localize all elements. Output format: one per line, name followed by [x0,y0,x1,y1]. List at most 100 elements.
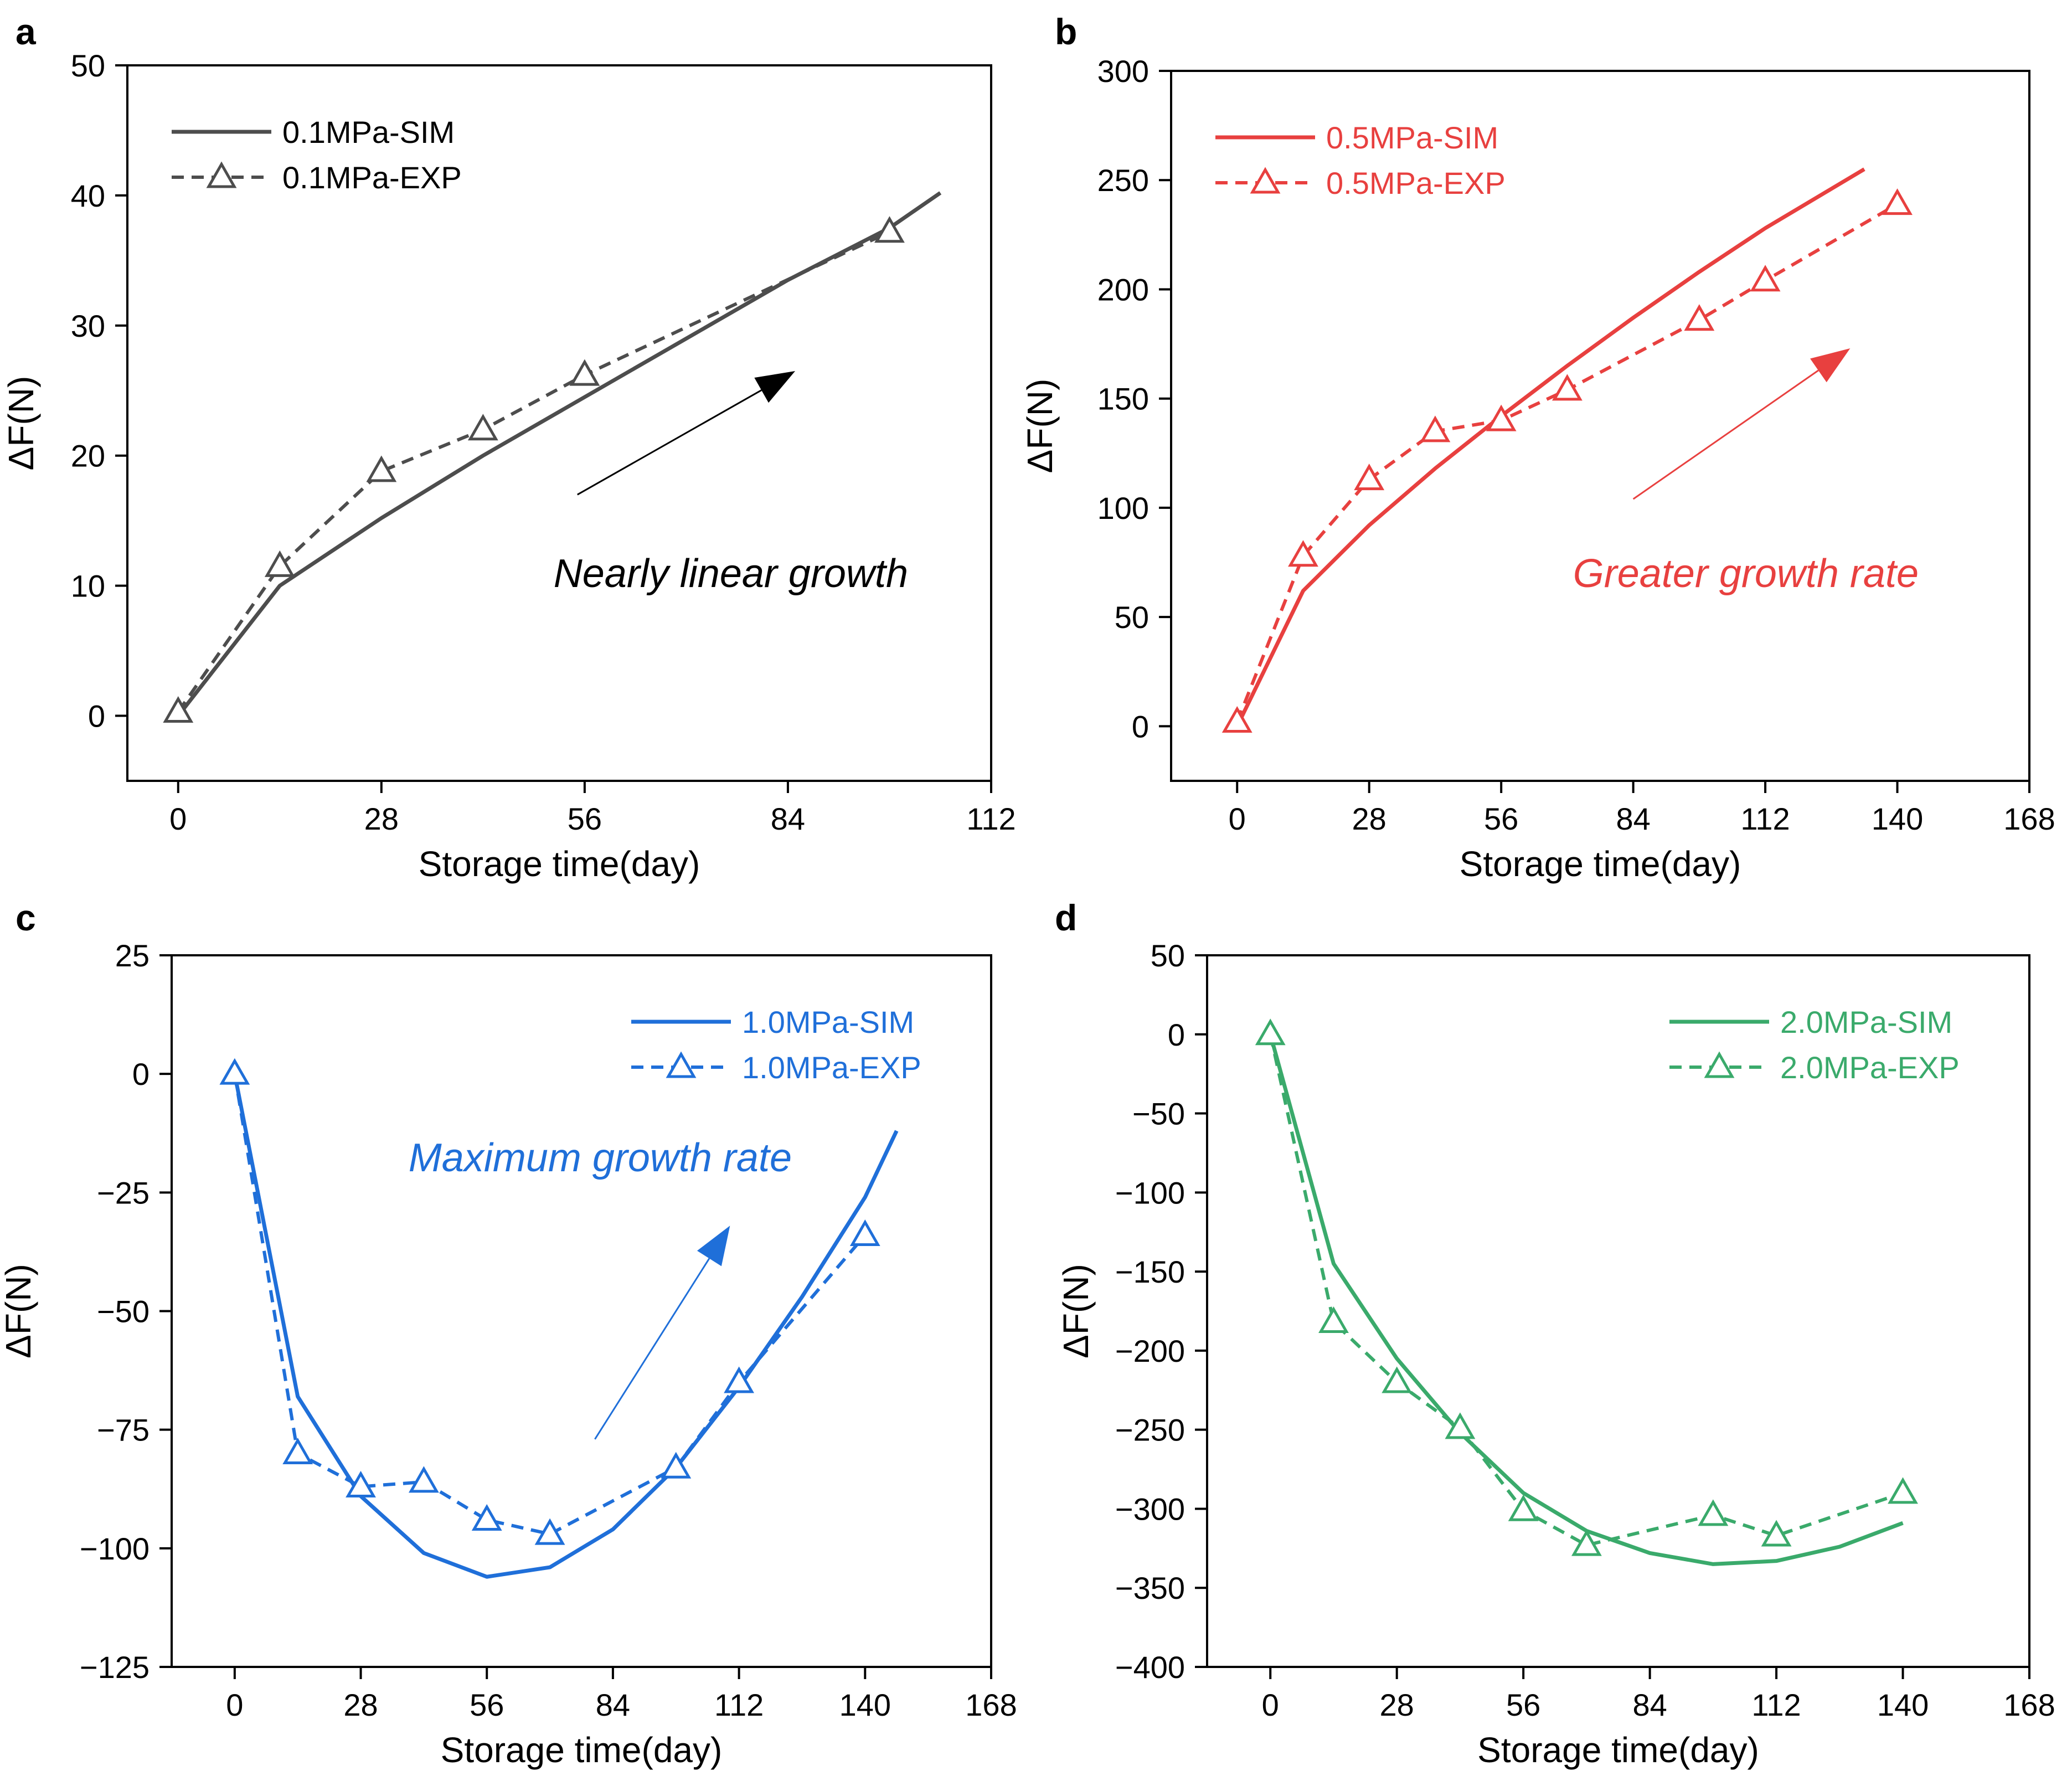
legend-label: 0.5MPa-SIM [1326,120,1498,155]
y-tick-label: 0 [1132,709,1149,744]
data-point-marker [1571,1529,1602,1556]
y-tick-label: −350 [1115,1571,1185,1605]
legend-label: 0.5MPa-EXP [1326,166,1506,200]
series-line-2.0MPa-EXP [1269,1034,1904,1547]
x-tick-label: 0 [169,801,187,836]
data-point-marker [163,696,194,723]
legend-label: 1.0MPa-EXP [742,1050,921,1085]
x-tick-label: 112 [1751,1687,1801,1722]
data-point-marker [264,550,295,577]
legend-label: 1.0MPa-SIM [742,1005,914,1039]
panel-letter: a [16,11,37,52]
plot-frame [1170,70,2030,782]
legend-marker [1704,1051,1735,1078]
data-point-marker [1318,1306,1349,1333]
panel-letter: d [1055,897,1077,938]
x-tick-label: 84 [771,801,805,836]
annotation-text: Nearly linear growth [554,552,908,596]
x-axis-title: Storage time(day) [419,844,700,884]
data-point-marker [346,1470,376,1497]
y-tick-label: 30 [71,308,105,343]
y-tick-label: 100 [1097,491,1149,526]
legend-marker [206,161,237,188]
x-tick-label: 56 [1506,1687,1540,1722]
x-tick-label: 28 [343,1687,378,1722]
y-tick-label: 50 [71,48,105,83]
trend-arrow-head [1810,348,1851,383]
data-point-marker [1684,304,1715,331]
trend-arrow [1632,369,1819,500]
y-tick-label: 0 [1168,1017,1185,1052]
panel-c: c 0 28 56 84 112 140 168 25 0 −25 −50 −75 −100 −125 Sto… [0,897,1017,1770]
panel-a: a 0 28 56 84 112 0 10 20 30 40 50 Storage time(day) Δ… [1,11,1016,884]
x-tick-label: 28 [364,801,399,836]
data-point-marker [1761,1520,1792,1547]
legend-marker [1250,167,1281,194]
y-tick-label: 150 [1097,382,1149,416]
y-tick-label: −400 [1115,1650,1185,1685]
y-tick-label: −250 [1115,1413,1185,1448]
y-tick-label: 250 [1097,163,1149,198]
y-tick-label: −25 [97,1175,150,1210]
data-point-marker [219,1058,250,1085]
data-point-marker [1420,415,1451,442]
data-point-marker [1486,404,1517,431]
legend-label: 2.0MPa-EXP [1780,1050,1960,1085]
trend-arrow [577,389,762,496]
y-tick-label: 200 [1097,272,1149,307]
data-point-marker [471,1504,502,1531]
x-tick-label: 168 [965,1687,1017,1722]
data-point-marker [569,359,600,386]
y-tick-label: −150 [1115,1254,1185,1289]
y-tick-label: −100 [1115,1175,1185,1210]
panel-b: b 0 28 56 84 112 140 168 0 50 100 150 200 250 300 Stora… [1020,11,2055,884]
legend-label: 0.1MPa-EXP [282,160,462,195]
y-axis-title: ΔF(N) [0,1264,38,1358]
data-point-marker [1882,188,1913,215]
x-tick-label: 28 [1352,801,1387,836]
series-line-0.1MPa-EXP [177,230,890,713]
data-point-marker [467,414,498,441]
legend-marker [666,1051,697,1078]
plot-frame [126,64,992,782]
x-tick-label: 56 [568,801,602,836]
panel-d: d 0 28 56 84 112 140 168 50 0 −50 −100 −150 −200 −250 −… [1055,897,2055,1770]
x-axis-title: Storage time(day) [441,1730,723,1770]
panel-letter: b [1055,11,1077,52]
y-axis-title: ΔF(N) [1,376,41,471]
y-tick-label: 25 [115,938,150,973]
x-tick-label: 84 [596,1687,630,1722]
y-tick-label: −300 [1115,1491,1185,1526]
data-point-marker [1221,706,1253,733]
y-tick-label: −75 [97,1413,150,1448]
data-point-marker [661,1451,692,1479]
y-tick-label: −125 [80,1650,150,1685]
x-tick-label: 112 [966,801,1016,836]
x-tick-label: 84 [1632,1687,1667,1722]
x-tick-label: 140 [1872,801,1923,836]
plot-frame [1206,954,2030,1668]
data-point-marker [1552,374,1583,401]
y-tick-label: −100 [80,1531,150,1566]
annotation-text: Maximum growth rate [409,1136,792,1180]
y-tick-label: 50 [1151,938,1185,973]
x-tick-label: 168 [2003,1687,2055,1722]
data-point-marker [366,455,397,482]
x-tick-label: 0 [1229,801,1246,836]
data-point-marker [1888,1477,1918,1504]
annotation-text: Greater growth rate [1573,552,1919,596]
y-tick-label: −200 [1115,1334,1185,1368]
data-point-marker [1508,1494,1539,1521]
x-tick-label: 168 [2003,801,2055,836]
data-point-marker [534,1518,565,1545]
y-axis-title: ΔF(N) [1020,379,1060,473]
x-tick-label: 56 [1484,801,1518,836]
data-point-marker [1354,464,1385,491]
data-point-marker [724,1366,755,1393]
series-line-2.0MPa-SIM [1268,1033,1904,1566]
data-point-marker [1698,1499,1729,1526]
x-tick-label: 28 [1380,1687,1414,1722]
series-line-0.5MPa-EXP [1235,203,1899,723]
x-tick-label: 84 [1616,801,1650,836]
